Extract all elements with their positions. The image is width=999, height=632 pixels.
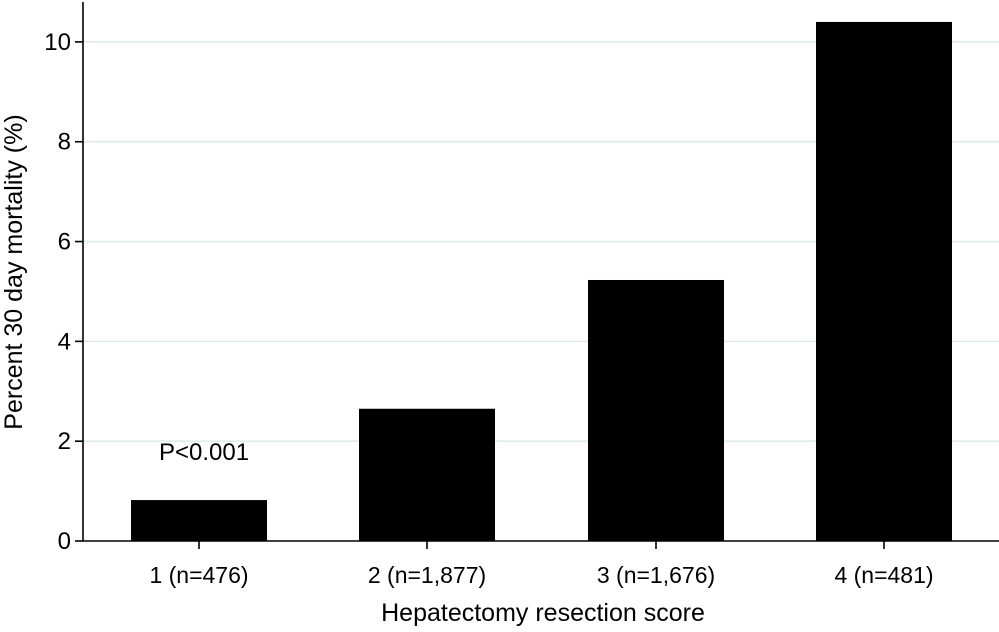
y-tick-label-0: 0 (58, 528, 71, 555)
bar-3 (588, 279, 724, 541)
y-tick-label-2: 2 (58, 428, 71, 455)
x-axis-title: Hepatectomy resection score (381, 599, 705, 627)
bar-2 (359, 408, 495, 541)
y-tick-label-10: 10 (44, 29, 71, 56)
bars (131, 21, 952, 542)
y-tick-label-4: 4 (58, 328, 71, 355)
annotations: P<0.001 (159, 439, 249, 466)
x-category-label-1: 1 (n=476) (149, 562, 248, 588)
x-axis-category-labels: 1 (n=476) 2 (n=1,877) 3 (n=1,676) 4 (n=481) (149, 541, 934, 588)
bar-1 (131, 500, 267, 541)
x-category-label-2: 2 (n=1,877) (368, 562, 486, 588)
x-category-label-4: 4 (n=481) (834, 562, 933, 588)
annotation-pvalue: P<0.001 (159, 439, 249, 466)
y-tick-label-6: 6 (58, 229, 71, 256)
y-tick-label-8: 8 (58, 129, 71, 156)
bar-4 (816, 21, 952, 542)
y-axis-ticks: 0 2 4 6 8 10 (44, 29, 83, 555)
axes (82, 2, 999, 542)
y-axis-title: Percent 30 day mortality (%) (0, 114, 28, 429)
x-category-label-3: 3 (n=1,676) (597, 562, 715, 588)
